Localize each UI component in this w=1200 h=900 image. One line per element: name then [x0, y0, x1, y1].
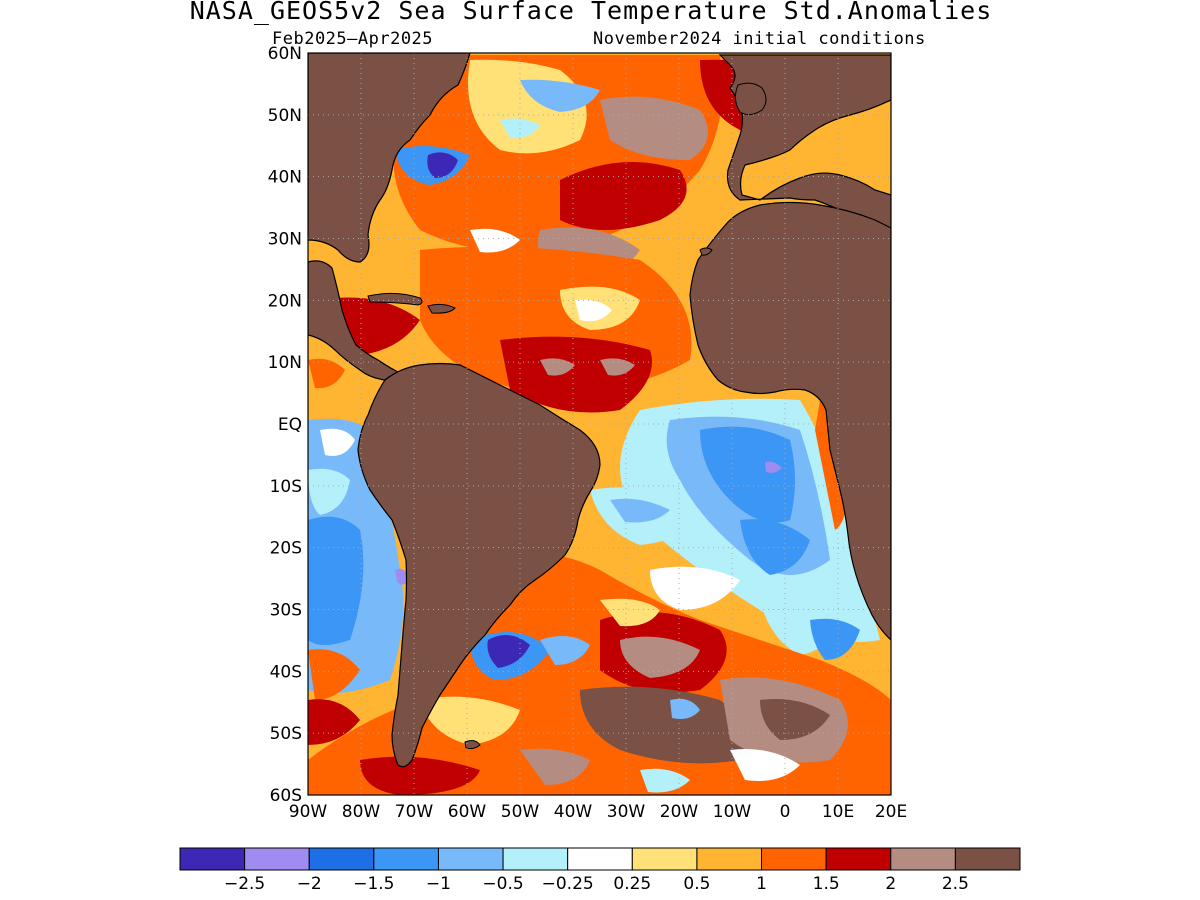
latitude-tick-label: 50N [268, 106, 302, 126]
colorbar-swatch [244, 847, 310, 871]
colorbar-swatch [502, 847, 569, 871]
colorbar-swatch [761, 847, 827, 871]
colorbar-tick-label: −0.25 [542, 874, 594, 894]
longitude-tick-label: 70W [395, 802, 434, 822]
colorbar-labels: −2.5 −2 −1.5 −1 −0.5 −0.25 0.25 0.5 1 1.5 2 2.5 [224, 874, 969, 894]
cuba-island [367, 292, 423, 306]
colorbar [179, 847, 1021, 871]
latitude-tick-label: 20N [268, 291, 302, 311]
colorbar-tick-label: 0.25 [613, 874, 651, 894]
colorbar-swatch [631, 847, 698, 871]
colorbar-tick-label: 2.5 [942, 874, 969, 894]
canary-islands [699, 247, 713, 256]
latitude-tick-label: 20S [270, 539, 302, 559]
central-america-land [308, 260, 400, 381]
colorbar-tick-label: −2 [297, 874, 322, 894]
gridlines [308, 53, 891, 795]
british-isles [734, 82, 767, 116]
longitude-tick-label: 10W [713, 802, 752, 822]
colorbar-tick-label: −1.5 [353, 874, 394, 894]
map-frame [307, 52, 892, 796]
colorbar-swatch [373, 847, 439, 871]
plot-area [308, 53, 891, 795]
colorbar-swatch [308, 847, 375, 871]
south-america-land [357, 362, 601, 768]
longitude-tick-label: 30W [607, 802, 646, 822]
colorbar-tick-label: −2.5 [224, 874, 265, 894]
longitude-labels: 90W 80W 70W 60W 50W 40W 30W 20W 10W 0 10E 20E [289, 802, 907, 822]
forecast-period: Feb2025–Apr2025 [272, 29, 434, 49]
map-title: NASA_GEOS5v2 Sea Surface Temperature Std… [189, 0, 993, 25]
africa-land [689, 201, 891, 641]
land [308, 53, 891, 768]
latitude-tick-label: 10S [270, 477, 302, 497]
colorbar-swatch [825, 847, 892, 871]
latitude-tick-label: 40N [268, 168, 302, 188]
colorbar-tick-label: 2 [885, 874, 896, 894]
colorbar-swatch [567, 847, 633, 871]
colorbar-swatch [696, 847, 763, 871]
colorbar-swatch [954, 847, 1021, 871]
hispaniola-island [427, 303, 456, 314]
colorbar-swatch [437, 847, 504, 871]
latitude-tick-label: EQ [278, 415, 302, 435]
colorbar-tick-label: −0.5 [482, 874, 523, 894]
latitude-tick-label: 60N [268, 44, 302, 64]
longitude-tick-label: 60W [448, 802, 487, 822]
latitude-tick-label: 10N [268, 353, 302, 373]
latitude-tick-label: 40S [270, 662, 302, 682]
colorbar-tick-label: 0.5 [683, 874, 710, 894]
latitude-tick-label: 50S [270, 724, 302, 744]
colorbar-tick-label: 1.5 [813, 874, 840, 894]
colorbar-swatch [890, 847, 956, 871]
longitude-tick-label: 90W [289, 802, 328, 822]
colorbar-tick-label: 1 [756, 874, 767, 894]
latitude-labels: 60N 50N 40N 30N 20N 10N EQ 10S 20S 30S 40S 50S 60S [268, 44, 302, 806]
longitude-tick-label: 0 [780, 802, 791, 822]
latitude-tick-label: 30S [270, 601, 302, 621]
longitude-tick-label: 40W [554, 802, 593, 822]
longitude-tick-label: 50W [501, 802, 540, 822]
longitude-tick-label: 80W [342, 802, 381, 822]
colorbar-tick-label: −1 [426, 874, 451, 894]
falkland-islands [464, 740, 481, 750]
colorbar-swatch [179, 847, 246, 871]
longitude-tick-label: 20W [660, 802, 699, 822]
north-america-land [308, 53, 471, 263]
initial-conditions: November2024 initial conditions [593, 29, 926, 49]
longitude-tick-label: 20E [875, 802, 907, 822]
latitude-tick-label: 60S [270, 786, 302, 806]
latitude-tick-label: 30N [268, 230, 302, 250]
longitude-tick-label: 10E [822, 802, 854, 822]
